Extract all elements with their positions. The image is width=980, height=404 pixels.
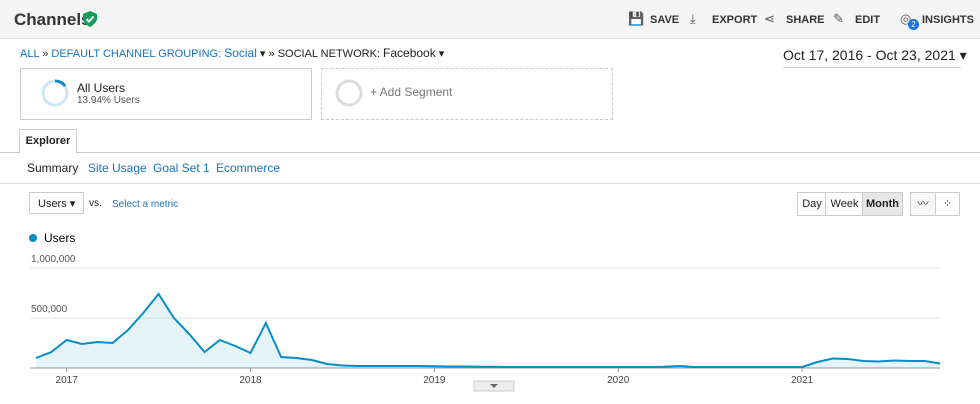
add-segment-card[interactable] — [321, 68, 613, 120]
area — [36, 294, 940, 368]
action-icon: ◎ — [900, 11, 912, 26]
y-tick-label: 1,000,000 — [31, 254, 76, 265]
legend-label: Users — [44, 231, 75, 245]
segment-name: All Users — [77, 81, 126, 95]
period[interactable]: Month — [862, 192, 903, 216]
crumb-grouping[interactable]: DEFAULT CHANNEL GROUPING: — [51, 48, 222, 60]
subtab[interactable]: Goal Set 1 — [153, 161, 210, 175]
vs: vs. — [89, 198, 102, 209]
subtab[interactable]: Site Usage — [88, 161, 147, 175]
x-tick-label: 2019 — [423, 375, 446, 386]
period[interactable]: Week — [825, 192, 864, 216]
metric-select[interactable]: Users ▾ — [29, 192, 84, 214]
motion-view[interactable]: ⁘ — [935, 192, 960, 216]
action[interactable]: EDIT — [855, 14, 881, 26]
action[interactable]: SHARE — [786, 14, 825, 26]
subtab[interactable]: Ecommerce — [216, 161, 281, 175]
select-metric[interactable]: Select a metric — [112, 199, 179, 210]
chart: Users 500,000 1,000,000 2017 2018 2019 2020 202… — [29, 231, 941, 392]
x-tick-label: 2017 — [56, 375, 79, 386]
top-bar — [0, 0, 980, 39]
breadcrumb: ALL » DEFAULT CHANNEL GROUPING: Social ▾… — [20, 46, 445, 60]
chart-toggle-arrow — [490, 384, 498, 388]
tab-rule — [0, 152, 980, 153]
metric-selected: Users — [38, 198, 67, 210]
action[interactable]: INSIGHTS — [922, 14, 974, 26]
segment-ring — [41, 79, 69, 107]
crumb-dimension: SOCIAL NETWORK: — [277, 48, 380, 60]
date-range[interactable]: Oct 17, 2016 - Oct 23, 2021 ▾ — [783, 47, 967, 68]
x-tick-label: 2020 — [607, 375, 630, 386]
action-icon: ✎ — [833, 11, 844, 26]
segment-card[interactable] — [20, 68, 312, 120]
add-ring — [335, 79, 363, 107]
subtab-rule — [0, 183, 980, 184]
subtab[interactable]: Summary — [27, 161, 79, 175]
legend-dot — [29, 234, 37, 242]
action-icon: 💾 — [628, 11, 645, 26]
crumb-grouping-value[interactable]: Social — [224, 46, 257, 60]
period[interactable]: Day — [797, 192, 827, 216]
date-range-text: Oct 17, 2016 - Oct 23, 2021 — [783, 47, 956, 63]
action-icon: ⤓ — [690, 11, 696, 26]
line — [35, 292, 941, 368]
tab[interactable]: Explorer — [19, 129, 77, 154]
crumb-dimension-value: Facebook — [383, 46, 436, 60]
crumb-root[interactable]: ALL — [20, 48, 40, 60]
segment-detail: 13.94% Users — [77, 95, 140, 106]
action-icon: ⋖ — [764, 11, 775, 26]
line-view[interactable]: 〰 — [910, 192, 936, 216]
x-tick-label: 2018 — [239, 375, 262, 386]
action[interactable]: SAVE — [650, 14, 680, 26]
add-segment[interactable]: + Add Segment — [370, 85, 453, 99]
y-tick-label: 500,000 — [31, 304, 68, 315]
page-title: Channels — [14, 10, 91, 29]
verified-icon — [83, 11, 97, 27]
insights-badge: 2 — [908, 19, 919, 30]
action[interactable]: EXPORT — [712, 14, 758, 26]
x-tick-label: 2021 — [791, 375, 814, 386]
